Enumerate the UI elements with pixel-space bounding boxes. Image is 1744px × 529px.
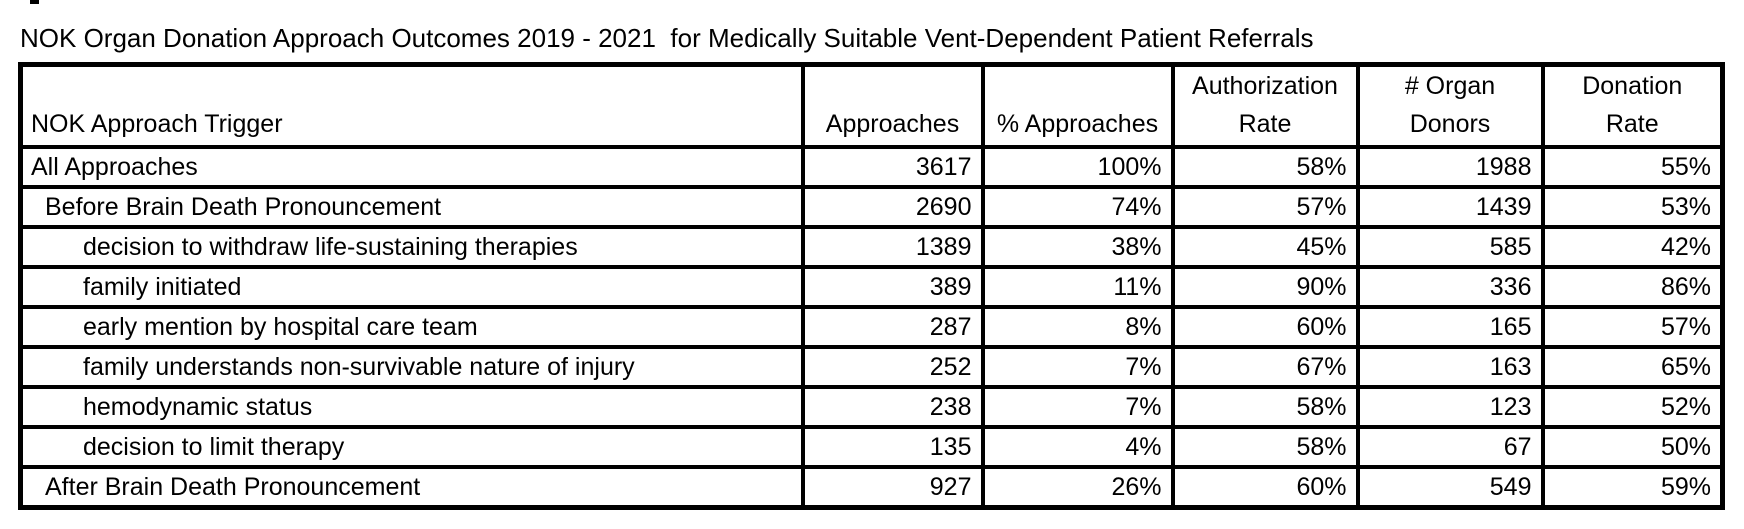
cell-approaches: 3617: [800, 145, 985, 189]
cell-trigger: decision to withdraw life-sustaining the…: [18, 225, 805, 269]
cell-approaches: 287: [800, 305, 985, 349]
cell-approaches: 927: [800, 465, 985, 510]
cell-organ-donors: 123: [1355, 385, 1545, 429]
cell-donation-rate: 59%: [1540, 465, 1725, 510]
cell-trigger: family initiated: [18, 265, 805, 309]
cell-pct-approaches: 7%: [980, 385, 1175, 429]
cell-approaches: 238: [800, 385, 985, 429]
column-header-approaches: Approaches: [800, 62, 985, 149]
cell-donation-rate: 50%: [1540, 425, 1725, 469]
cell-authorization-rate: 58%: [1170, 425, 1360, 469]
table-row-early-mention: early mention by hospital care team 287 …: [18, 305, 1725, 349]
column-header-pct-approaches: % Approaches: [980, 62, 1175, 149]
cell-approaches: 252: [800, 345, 985, 389]
cell-organ-donors: 67: [1355, 425, 1545, 469]
header-row: NOK Approach Trigger Approaches % Approa…: [18, 62, 1725, 149]
screen-edge-artifact: [30, 0, 39, 4]
column-header-nok-approach-trigger: NOK Approach Trigger: [18, 62, 805, 149]
cell-trigger: early mention by hospital care team: [18, 305, 805, 349]
cell-authorization-rate: 58%: [1170, 385, 1360, 429]
cell-organ-donors: 336: [1355, 265, 1545, 309]
cell-trigger: All Approaches: [18, 145, 805, 189]
cell-trigger: decision to limit therapy: [18, 425, 805, 469]
cell-authorization-rate: 60%: [1170, 305, 1360, 349]
column-header-organ-donors: # Organ Donors: [1355, 62, 1545, 149]
cell-pct-approaches: 100%: [980, 145, 1175, 189]
cell-organ-donors: 585: [1355, 225, 1545, 269]
cell-pct-approaches: 8%: [980, 305, 1175, 349]
cell-trigger: After Brain Death Pronouncement: [18, 465, 805, 510]
cell-donation-rate: 57%: [1540, 305, 1725, 349]
cell-pct-approaches: 74%: [980, 185, 1175, 229]
table-row-family-initiated: family initiated 389 11% 90% 336 86%: [18, 265, 1725, 309]
cell-trigger: Before Brain Death Pronouncement: [18, 185, 805, 229]
cell-donation-rate: 42%: [1540, 225, 1725, 269]
cell-donation-rate: 86%: [1540, 265, 1725, 309]
cell-organ-donors: 163: [1355, 345, 1545, 389]
cell-authorization-rate: 60%: [1170, 465, 1360, 510]
cell-approaches: 2690: [800, 185, 985, 229]
cell-pct-approaches: 4%: [980, 425, 1175, 469]
cell-donation-rate: 53%: [1540, 185, 1725, 229]
column-header-authorization-rate: Authorization Rate: [1170, 62, 1360, 149]
cell-authorization-rate: 90%: [1170, 265, 1360, 309]
cell-authorization-rate: 45%: [1170, 225, 1360, 269]
cell-trigger: hemodynamic status: [18, 385, 805, 429]
cell-authorization-rate: 58%: [1170, 145, 1360, 189]
cell-organ-donors: 1988: [1355, 145, 1545, 189]
page-title: NOK Organ Donation Approach Outcomes 201…: [20, 23, 1314, 53]
cell-approaches: 389: [800, 265, 985, 309]
cell-authorization-rate: 57%: [1170, 185, 1360, 229]
cell-organ-donors: 549: [1355, 465, 1545, 510]
table-row-decision-limit-therapy: decision to limit therapy 135 4% 58% 67 …: [18, 425, 1725, 469]
table-row-family-understands: family understands non-survivable nature…: [18, 345, 1725, 389]
nok-approach-outcomes-table: NOK Approach Trigger Approaches % Approa…: [18, 62, 1725, 510]
cell-pct-approaches: 26%: [980, 465, 1175, 510]
cell-approaches: 1389: [800, 225, 985, 269]
cell-donation-rate: 65%: [1540, 345, 1725, 389]
cell-pct-approaches: 38%: [980, 225, 1175, 269]
cell-authorization-rate: 67%: [1170, 345, 1360, 389]
cell-organ-donors: 165: [1355, 305, 1545, 349]
cell-donation-rate: 52%: [1540, 385, 1725, 429]
cell-trigger: family understands non-survivable nature…: [18, 345, 805, 389]
cell-organ-donors: 1439: [1355, 185, 1545, 229]
column-header-donation-rate: Donation Rate: [1540, 62, 1725, 149]
cell-approaches: 135: [800, 425, 985, 469]
table-row-decision-withdraw: decision to withdraw life-sustaining the…: [18, 225, 1725, 269]
cell-donation-rate: 55%: [1540, 145, 1725, 189]
table-row-all-approaches: All Approaches 3617 100% 58% 1988 55%: [18, 145, 1725, 189]
cell-pct-approaches: 11%: [980, 265, 1175, 309]
table-row-after-brain-death: After Brain Death Pronouncement 927 26% …: [18, 465, 1725, 510]
table-row-hemodynamic-status: hemodynamic status 238 7% 58% 123 52%: [18, 385, 1725, 429]
table-row-before-brain-death: Before Brain Death Pronouncement 2690 74…: [18, 185, 1725, 229]
cell-pct-approaches: 7%: [980, 345, 1175, 389]
